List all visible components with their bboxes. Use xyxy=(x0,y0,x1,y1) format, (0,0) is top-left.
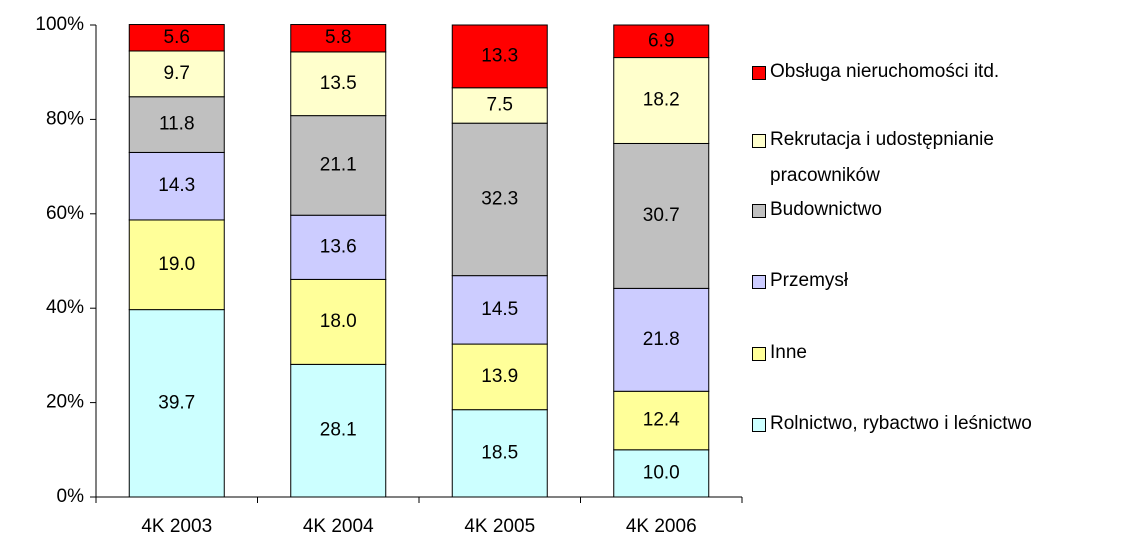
bar-segment xyxy=(451,409,548,498)
bar-segment xyxy=(290,115,387,216)
legend-swatch xyxy=(752,275,766,289)
legend-item: Obsługa nieruchomości itd. xyxy=(752,54,1122,90)
bar-segment xyxy=(290,51,387,117)
bar-segment xyxy=(613,449,710,498)
legend-item: Przemysł xyxy=(752,263,1122,299)
data-label: 19.0 xyxy=(158,254,195,275)
data-label: 5.6 xyxy=(164,27,190,48)
legend-label: Obsługa nieruchomości itd. xyxy=(770,61,1000,82)
data-label: 32.3 xyxy=(481,188,518,209)
bar-segment xyxy=(451,275,548,345)
y-tick-label: 60% xyxy=(46,203,84,224)
legend-swatch xyxy=(752,66,766,80)
data-label: 10.0 xyxy=(643,462,680,483)
data-label: 18.2 xyxy=(643,90,680,111)
bar-segment xyxy=(290,363,387,498)
legend-item: Inne xyxy=(752,335,1122,371)
legend-swatch xyxy=(752,134,766,148)
bar-segment xyxy=(613,390,710,451)
y-tick-label: 80% xyxy=(46,108,84,129)
legend-item: Rolnictwo, rybactwo i leśnictwo xyxy=(752,406,1122,442)
bar-segment xyxy=(290,214,387,280)
legend-swatch xyxy=(752,204,766,218)
data-label: 14.3 xyxy=(158,175,195,196)
legend-item: Budownictwo xyxy=(752,192,1122,228)
data-label: 6.9 xyxy=(648,30,674,51)
y-tick-label: 20% xyxy=(46,392,84,413)
legend-label: Przemysł xyxy=(770,270,849,291)
data-label: 9.7 xyxy=(164,63,190,84)
legend-label: Rekrutacja i udostępnianie pracowników xyxy=(770,129,994,186)
data-label: 13.3 xyxy=(481,45,518,66)
y-tick-label: 40% xyxy=(46,297,84,318)
bar-segment xyxy=(613,142,710,289)
data-label: 39.7 xyxy=(158,392,195,413)
bar-segment xyxy=(128,309,225,498)
bar-segment xyxy=(128,24,225,52)
bar-segment xyxy=(451,122,548,277)
x-tick-label: 4K 2006 xyxy=(626,516,697,537)
y-tick-label: 100% xyxy=(35,14,84,35)
data-label: 21.8 xyxy=(643,329,680,350)
bar-segment xyxy=(128,219,225,311)
bar-segment xyxy=(290,24,387,53)
y-tick-label: 0% xyxy=(57,486,85,507)
data-label: 13.6 xyxy=(320,236,357,257)
x-tick-label: 4K 2004 xyxy=(303,516,374,537)
data-label: 13.5 xyxy=(320,73,357,94)
data-label: 14.5 xyxy=(481,299,518,320)
data-label: 11.8 xyxy=(159,114,195,135)
data-label: 21.1 xyxy=(320,154,357,175)
legend-swatch xyxy=(752,418,766,432)
data-label: 18.0 xyxy=(320,311,357,332)
bar-segment xyxy=(613,57,710,144)
data-label: 28.1 xyxy=(320,420,357,441)
legend-label: Budownictwo xyxy=(770,199,882,220)
bar-segment xyxy=(451,87,548,124)
data-label: 30.7 xyxy=(643,205,680,226)
bar-segment xyxy=(128,50,225,98)
legend-label: Rolnictwo, rybactwo i leśnictwo xyxy=(770,413,1032,434)
data-label: 13.9 xyxy=(481,366,518,387)
data-label: 12.4 xyxy=(643,410,680,431)
legend-item: Rekrutacja i udostępnianie pracowników xyxy=(752,122,1122,194)
bar-segment xyxy=(613,287,710,392)
data-label: 5.8 xyxy=(325,27,351,48)
legend-swatch xyxy=(752,347,766,361)
data-label: 7.5 xyxy=(487,94,513,115)
bar-segment xyxy=(451,24,548,89)
bar-segment xyxy=(128,151,225,221)
x-tick-label: 4K 2003 xyxy=(141,516,212,537)
x-tick-label: 4K 2005 xyxy=(464,516,535,537)
bar-segment xyxy=(128,96,225,153)
bar-segment xyxy=(451,343,548,411)
bar-segment xyxy=(613,24,710,59)
legend-label: Inne xyxy=(770,342,807,363)
data-label: 18.5 xyxy=(481,442,518,463)
bar-segment xyxy=(290,278,387,365)
